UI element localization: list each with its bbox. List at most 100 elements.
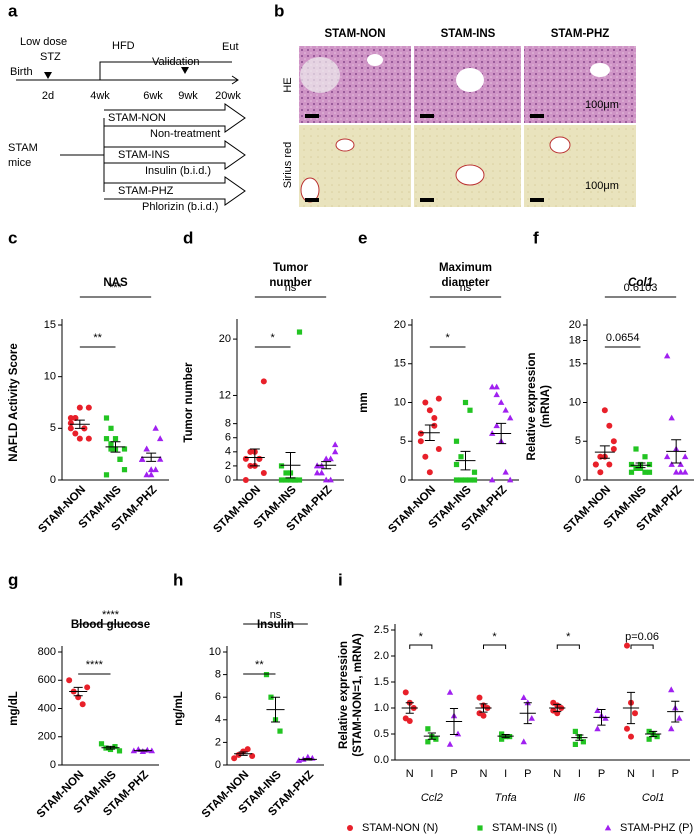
- point: [493, 422, 500, 429]
- y-tick-label: 2.0: [374, 650, 389, 662]
- point: [642, 454, 648, 460]
- point: [476, 694, 483, 701]
- y-tick-label: 0: [575, 474, 581, 486]
- error-bar: [405, 702, 414, 714]
- point: [467, 477, 473, 483]
- panel-letter: f: [533, 228, 539, 247]
- point: [67, 420, 74, 427]
- point: [446, 689, 454, 695]
- point: [67, 425, 74, 432]
- point: [244, 746, 251, 753]
- point: [112, 436, 119, 442]
- point: [681, 468, 689, 475]
- y-axis-label-line: NAFLD Activity Score: [8, 343, 20, 461]
- point: [604, 824, 612, 831]
- comparison-bracket: [409, 644, 433, 649]
- error-bar: [238, 751, 248, 756]
- y-tick-label: 2: [215, 736, 221, 748]
- y-tick-label: 5: [400, 435, 406, 447]
- point: [435, 446, 442, 452]
- point: [242, 455, 249, 462]
- x-tick-label: I: [430, 768, 433, 780]
- label: STZ: [40, 51, 61, 63]
- point: [488, 383, 496, 390]
- panel-a: a Low dose STZ Birth HFD Validation Eut …: [8, 1, 246, 213]
- point: [431, 415, 438, 421]
- panel-letter: h: [173, 570, 183, 589]
- comparison-label: *: [271, 332, 276, 344]
- point: [502, 468, 509, 475]
- x-tick-label: P: [672, 768, 679, 780]
- point: [677, 461, 684, 467]
- point: [283, 477, 289, 483]
- error-bar: [449, 708, 459, 736]
- point: [633, 446, 639, 452]
- gene-label: Ccl2: [421, 792, 443, 804]
- point: [453, 461, 460, 468]
- point: [347, 825, 353, 831]
- point: [147, 471, 155, 478]
- point: [76, 404, 83, 411]
- point: [493, 391, 500, 398]
- error-bar: [110, 441, 121, 453]
- y-tick-label: 2: [225, 460, 231, 472]
- y-tick-label: 600: [38, 674, 56, 686]
- x-tick-label: N: [553, 768, 561, 780]
- y-tick-label: 18: [569, 334, 581, 346]
- point: [520, 694, 527, 700]
- point: [663, 352, 671, 359]
- y-axis-label: mm: [358, 392, 370, 412]
- point: [117, 456, 123, 462]
- x-tick-label: STAM-NON: [386, 484, 438, 536]
- gene-label: Il6: [574, 792, 587, 804]
- y-axis-label: ng/mL: [173, 691, 185, 726]
- error-bar: [427, 732, 436, 740]
- y-axis-label: NAFLD Activity Score: [8, 343, 20, 461]
- comparison-label: **: [255, 659, 264, 671]
- point: [637, 465, 644, 471]
- scale-label: 100μm: [585, 180, 619, 192]
- point: [295, 757, 303, 763]
- point: [313, 469, 321, 476]
- chart-title: Insulin: [257, 619, 294, 631]
- point: [572, 741, 578, 747]
- point: [116, 748, 123, 754]
- y-tick-label: 4: [215, 714, 221, 726]
- point: [278, 477, 285, 483]
- point: [85, 435, 92, 442]
- point: [108, 441, 114, 447]
- y-axis-label-line: mg/dL: [8, 691, 20, 726]
- comparison-bracket: [630, 644, 654, 649]
- point: [66, 677, 73, 684]
- point: [668, 686, 675, 693]
- point: [247, 448, 254, 455]
- y-axis-label: Relative expression (mRNA): [526, 352, 552, 460]
- comparison-bracket: [556, 644, 580, 649]
- row-title: HE: [282, 77, 294, 92]
- error-bar: [649, 730, 658, 738]
- point: [471, 477, 478, 483]
- point: [327, 476, 334, 483]
- point: [499, 731, 505, 737]
- point: [283, 470, 289, 476]
- row-title: Sirius red: [282, 142, 294, 188]
- panel-letter: a: [8, 1, 18, 20]
- y-tick-label: 0: [50, 474, 56, 486]
- error-bar: [460, 450, 471, 471]
- y-axis-label: (STAM-NON=1, mRNA): [352, 633, 364, 757]
- y-axis-label-line: Tumor number: [183, 362, 195, 443]
- point: [79, 701, 86, 708]
- error-bar: [146, 452, 157, 462]
- y-tick-label: 0: [215, 759, 221, 771]
- point: [84, 684, 91, 691]
- point: [676, 715, 683, 721]
- error-bar: [249, 448, 260, 467]
- error-bar: [671, 439, 682, 464]
- y-tick-label: 1.5: [374, 676, 389, 688]
- point: [406, 718, 413, 724]
- point: [426, 469, 433, 476]
- y-axis-label-line: (mRNA): [540, 385, 552, 428]
- chart-title: number: [269, 277, 312, 289]
- y-tick-label: 0.5: [374, 728, 389, 740]
- y-tick-label: 0: [400, 474, 406, 486]
